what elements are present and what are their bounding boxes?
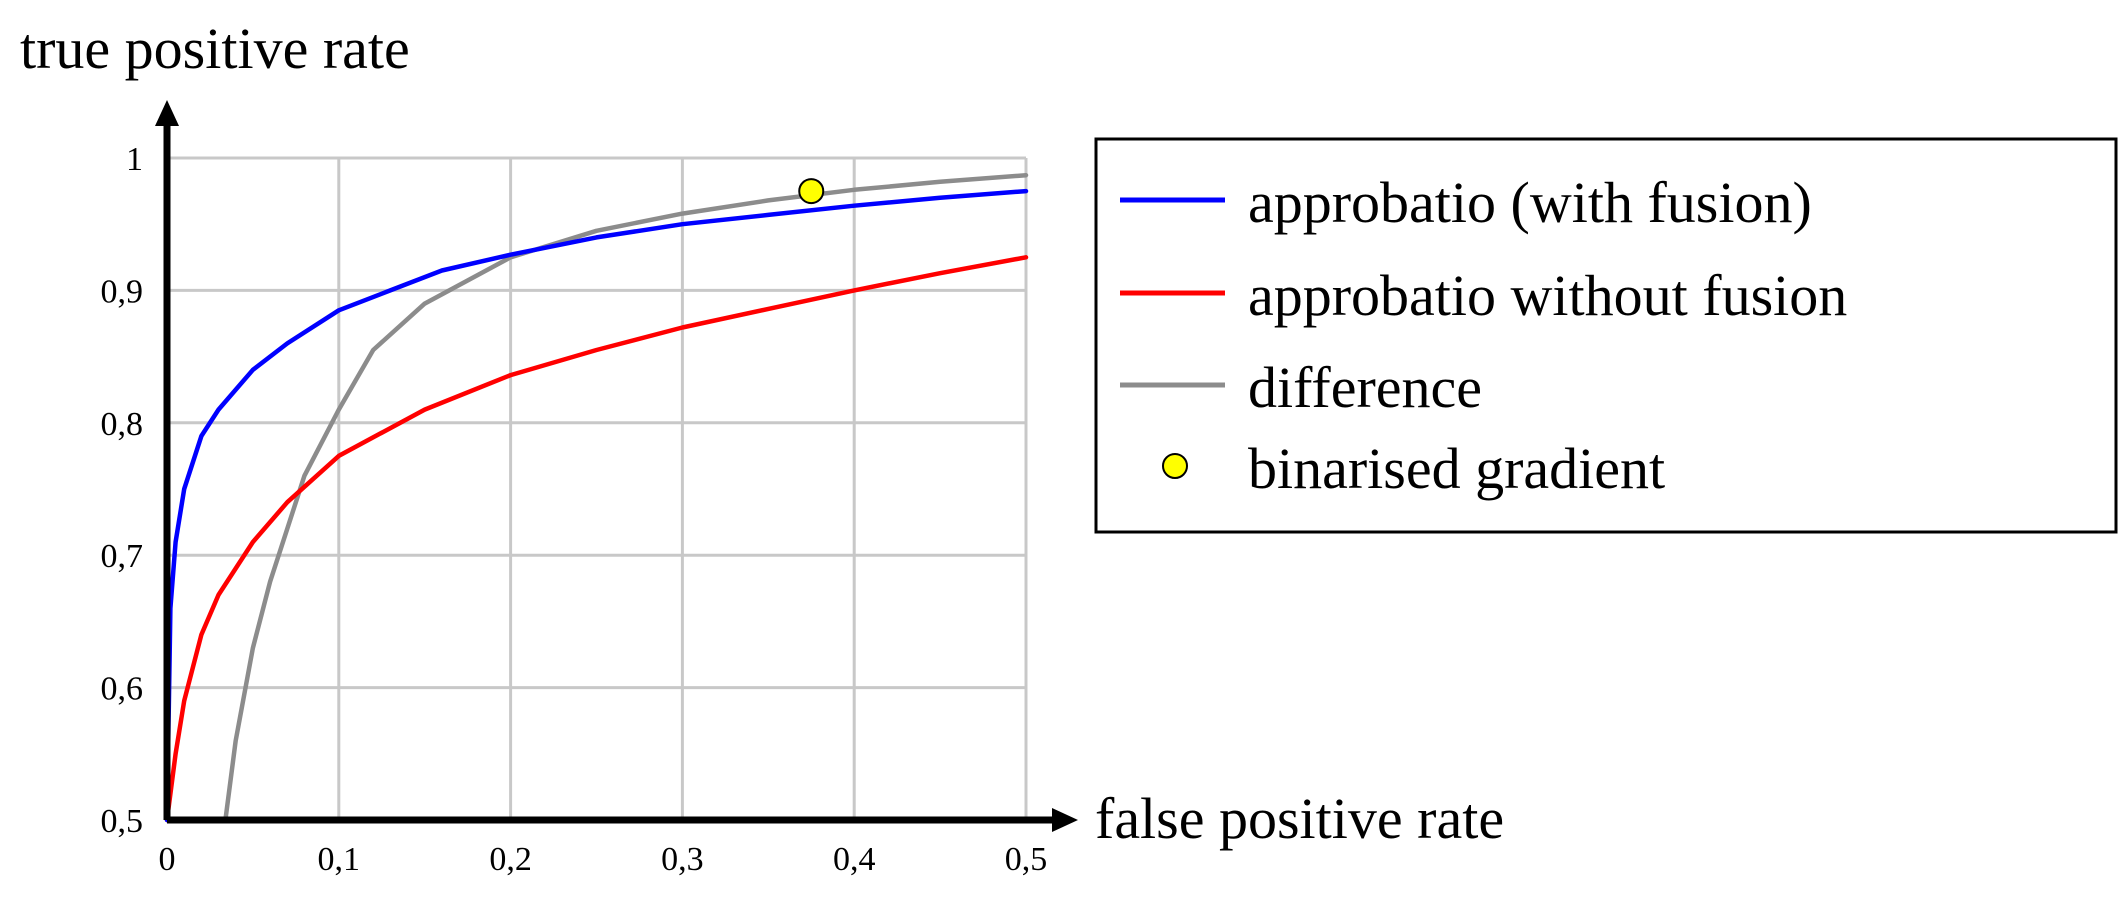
y-tick-label: 1 bbox=[126, 141, 143, 178]
series-line-difference bbox=[223, 172, 1029, 823]
legend-label-difference: difference bbox=[1248, 355, 1482, 420]
series-line-approbatio-without-fusion bbox=[164, 255, 1029, 823]
y-axis-arrow-icon bbox=[155, 100, 179, 126]
legend-label-approbatio-without-fusion: approbatio without fusion bbox=[1248, 263, 1847, 328]
x-tick-label: 0,3 bbox=[661, 841, 704, 878]
plot-series bbox=[164, 172, 1029, 823]
y-tick-label: 0,5 bbox=[101, 803, 144, 840]
x-axis-title: false positive rate bbox=[1095, 786, 1504, 851]
x-tick-label: 0,2 bbox=[489, 841, 532, 878]
legend-label-approbatio-with-fusion: approbatio (with fusion) bbox=[1248, 170, 1812, 235]
grid bbox=[167, 156, 1028, 820]
x-axis-arrow-icon bbox=[1052, 808, 1078, 832]
y-tick-label: 0,8 bbox=[101, 406, 144, 443]
x-tick-label: 0,5 bbox=[1005, 841, 1048, 878]
series-line-approbatio-with-fusion bbox=[164, 188, 1029, 823]
legend: approbatio (with fusion) approbatio with… bbox=[1094, 137, 2118, 534]
x-tick-label: 0 bbox=[159, 841, 176, 878]
x-tick-label: 0,4 bbox=[833, 841, 876, 878]
legend-marker-binarised-gradient bbox=[1162, 453, 1188, 479]
y-axis-title: true positive rate bbox=[20, 16, 410, 81]
y-tick-label: 0,9 bbox=[101, 273, 144, 310]
legend-label-binarised-gradient: binarised gradient bbox=[1248, 436, 1665, 501]
legend-box bbox=[1094, 137, 2118, 534]
y-tick-label: 0,7 bbox=[101, 538, 144, 575]
y-tick-label: 0,6 bbox=[101, 671, 144, 708]
x-tick-label: 0,1 bbox=[318, 841, 361, 878]
tick-labels: 0 0,1 0,2 0,3 0,4 0,5 0,5 0,6 0,7 0,8 0,9 1 bbox=[101, 141, 1048, 878]
axes bbox=[155, 100, 1078, 832]
point-binarised-gradient bbox=[798, 178, 825, 205]
